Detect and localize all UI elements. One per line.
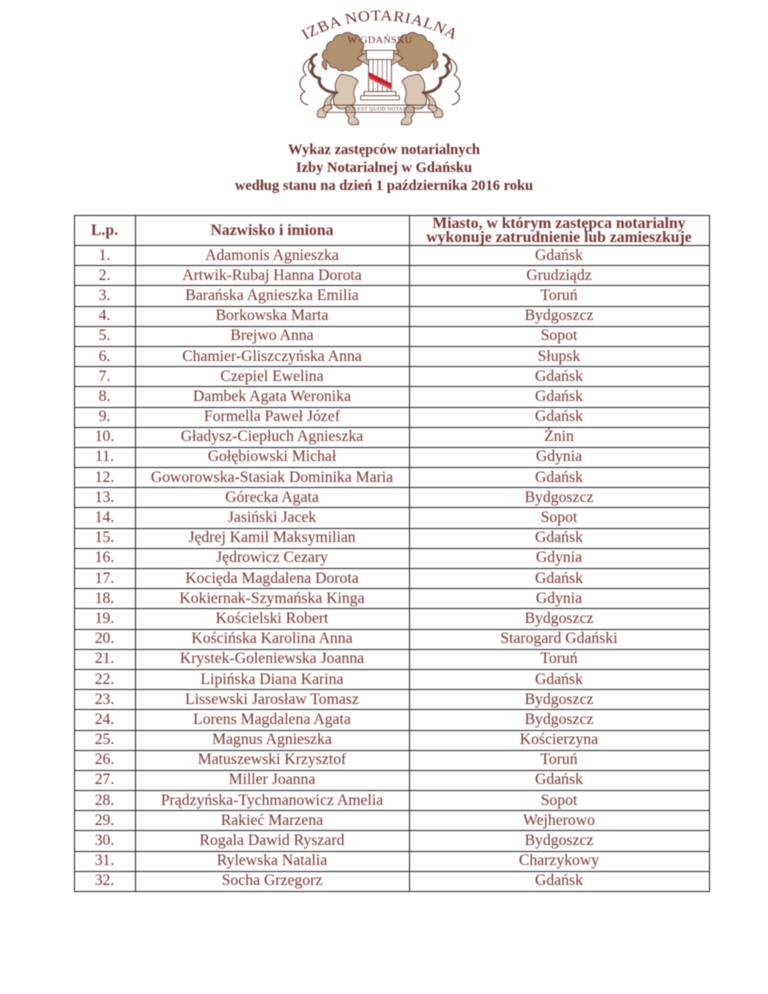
svg-text:LEX EST QUOD NOTAMUS: LEX EST QUOD NOTAMUS — [345, 108, 416, 113]
svg-text:W GDAŃSKU: W GDAŃSKU — [347, 35, 412, 46]
